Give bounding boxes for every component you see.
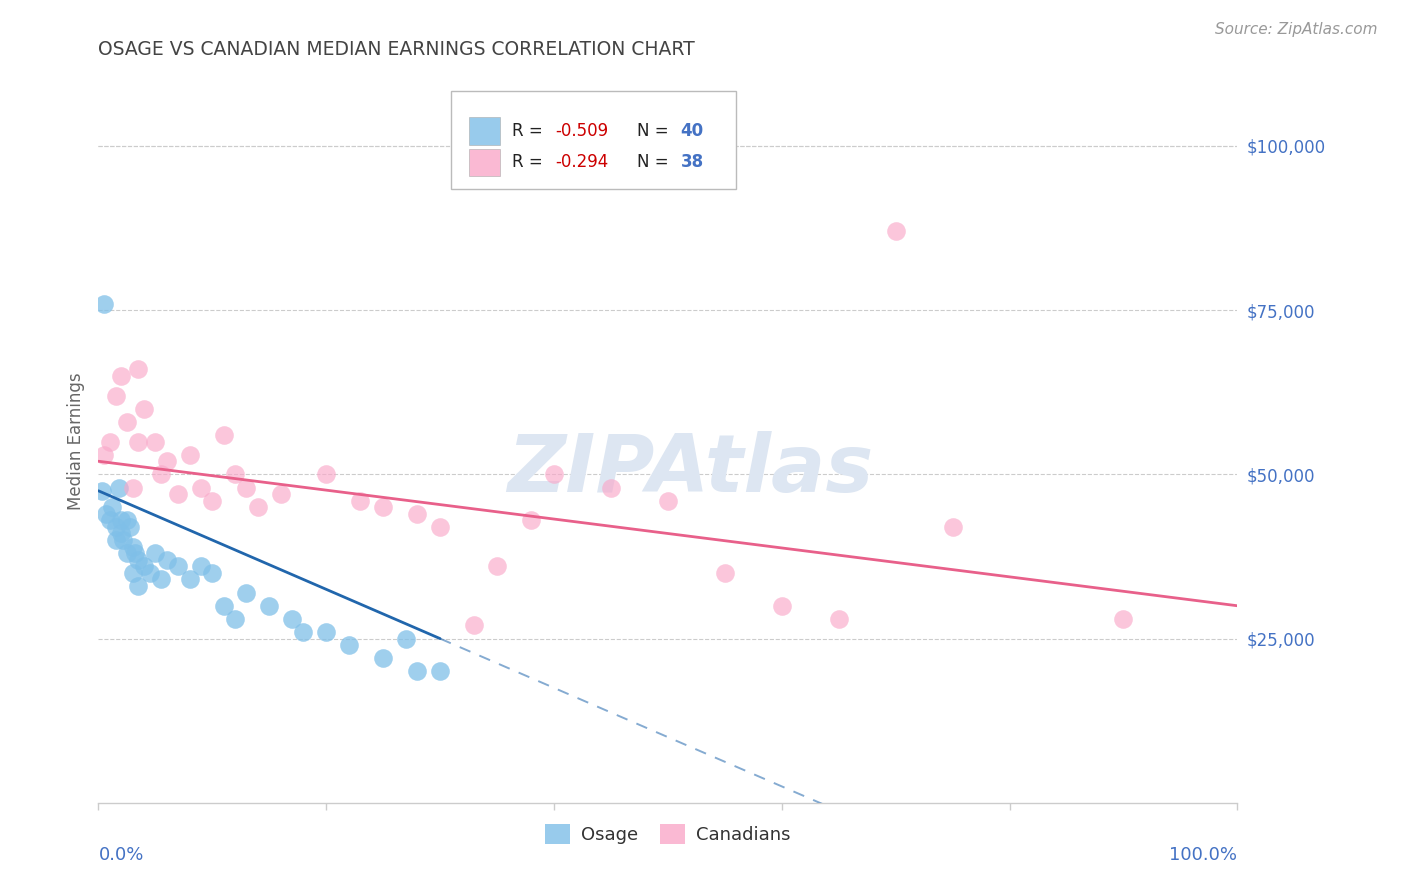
Point (429, 665, 451, 679)
Point (201, 493, 224, 508)
Point (212, 428, 235, 442)
Point (315, 625, 337, 640)
Point (942, 520, 965, 534)
Point (132, 401, 155, 416)
Legend: Osage, Canadians: Osage, Canadians (538, 817, 797, 852)
Point (429, 520, 451, 534)
Point (337, 638, 360, 652)
Point (406, 665, 429, 679)
Point (115, 546, 138, 560)
Point (179, 573, 201, 587)
Point (224, 467, 246, 482)
Point (124, 546, 146, 560)
Point (110, 368, 132, 383)
Point (138, 566, 160, 580)
Point (486, 559, 509, 574)
Text: -0.509: -0.509 (555, 122, 609, 140)
Point (828, 612, 851, 626)
Text: 0.0%: 0.0% (98, 847, 143, 864)
Point (93, 296, 115, 310)
Point (714, 566, 737, 580)
Point (259, 599, 281, 613)
Point (770, 599, 793, 613)
Point (93, 448, 115, 462)
Point (115, 415, 138, 429)
Point (395, 632, 418, 646)
Point (270, 487, 292, 501)
Point (98, 434, 121, 449)
Point (121, 566, 143, 580)
Point (520, 513, 543, 527)
Point (90, 483, 112, 498)
Point (108, 481, 131, 495)
Text: 100.0%: 100.0% (1170, 847, 1237, 864)
Point (406, 507, 429, 521)
Point (127, 434, 149, 449)
Point (224, 612, 246, 626)
Point (104, 388, 127, 402)
Point (371, 500, 394, 515)
Point (127, 579, 149, 593)
Point (121, 481, 143, 495)
Point (235, 481, 257, 495)
FancyBboxPatch shape (451, 91, 737, 189)
Point (212, 599, 235, 613)
Point (167, 559, 190, 574)
Point (156, 454, 179, 468)
Point (115, 513, 138, 527)
Point (120, 520, 142, 534)
Point (235, 585, 257, 599)
Point (110, 513, 132, 527)
Point (150, 467, 173, 482)
Point (281, 612, 304, 626)
Point (657, 493, 679, 508)
Point (132, 559, 155, 574)
Point (104, 533, 127, 547)
Point (121, 540, 143, 554)
Text: ZIPAtlas: ZIPAtlas (508, 432, 873, 509)
Point (884, 224, 907, 238)
Point (1112, 612, 1135, 626)
Point (600, 481, 623, 495)
Point (371, 651, 394, 665)
Text: N =: N = (637, 122, 673, 140)
Point (112, 533, 135, 547)
Point (150, 573, 173, 587)
Point (190, 481, 212, 495)
Text: Source: ZipAtlas.com: Source: ZipAtlas.com (1215, 22, 1378, 37)
Point (167, 487, 190, 501)
Point (201, 566, 224, 580)
FancyBboxPatch shape (468, 117, 501, 145)
Text: R =: R = (512, 153, 548, 171)
Text: 40: 40 (681, 122, 703, 140)
FancyBboxPatch shape (468, 149, 501, 177)
Point (292, 625, 315, 640)
Point (190, 559, 212, 574)
Point (127, 362, 149, 376)
Text: R =: R = (512, 122, 548, 140)
Point (156, 553, 179, 567)
Point (179, 448, 201, 462)
Point (463, 618, 485, 632)
Point (96, 507, 118, 521)
Point (101, 500, 124, 515)
Point (98, 513, 121, 527)
Y-axis label: Median Earnings: Median Earnings (66, 373, 84, 510)
Text: -0.294: -0.294 (555, 153, 609, 171)
Point (246, 500, 269, 515)
Point (349, 493, 371, 508)
Point (315, 467, 337, 482)
Point (104, 520, 127, 534)
Text: 38: 38 (681, 153, 703, 171)
Point (543, 467, 565, 482)
Point (127, 553, 149, 567)
Point (145, 546, 167, 560)
Point (110, 526, 132, 541)
Point (145, 434, 167, 449)
Text: N =: N = (637, 153, 673, 171)
Text: OSAGE VS CANADIAN MEDIAN EARNINGS CORRELATION CHART: OSAGE VS CANADIAN MEDIAN EARNINGS CORREL… (98, 40, 695, 59)
